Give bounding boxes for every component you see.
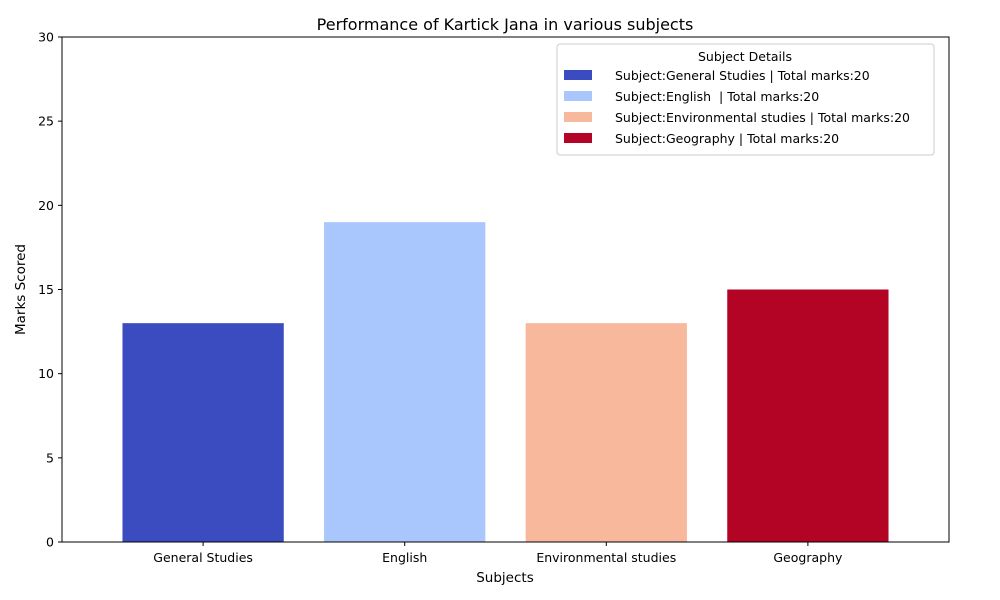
bar-environmental-studies [525,323,687,542]
bar-geography [727,289,889,542]
legend: Subject Details Subject:General Studies … [556,43,935,156]
bars-group [122,222,889,542]
legend-swatch [564,112,592,122]
legend-entry-label: Subject:English | Total marks:20 [615,89,819,104]
legend-entry-label: Subject:Environmental studies | Total ma… [615,110,910,125]
y-tick-label: 25 [38,114,54,129]
chart-title: Performance of Kartick Jana in various s… [317,15,694,34]
legend-title: Subject Details [698,49,792,64]
y-axis-label: Marks Scored [13,244,29,335]
x-tick-label: English [382,550,427,565]
y-tick-label: 15 [38,282,54,297]
legend-swatch [564,91,592,101]
y-axis: 0 5 10 15 20 25 30 [38,30,62,550]
y-tick-label: 0 [46,535,54,550]
y-tick-label: 10 [38,366,54,381]
legend-entries: Subject:General Studies | Total marks:20… [564,68,910,146]
x-axis-label: Subjects [476,570,534,586]
x-tick-label: Geography [773,550,843,565]
legend-entry-label: Subject:Geography | Total marks:20 [615,131,839,146]
x-axis: General Studies English Environmental stud… [153,542,843,565]
y-tick-label: 30 [38,30,54,45]
legend-entry-label: Subject:General Studies | Total marks:20 [615,68,870,83]
y-tick-label: 5 [46,450,54,465]
bar-general-studies [122,323,284,542]
legend-swatch [564,70,592,80]
y-tick-label: 20 [38,198,54,213]
legend-swatch [564,133,592,143]
legend-box [556,43,935,156]
x-tick-label: General Studies [153,550,253,565]
x-tick-label: Environmental studies [536,550,676,565]
bar-english [324,222,486,542]
